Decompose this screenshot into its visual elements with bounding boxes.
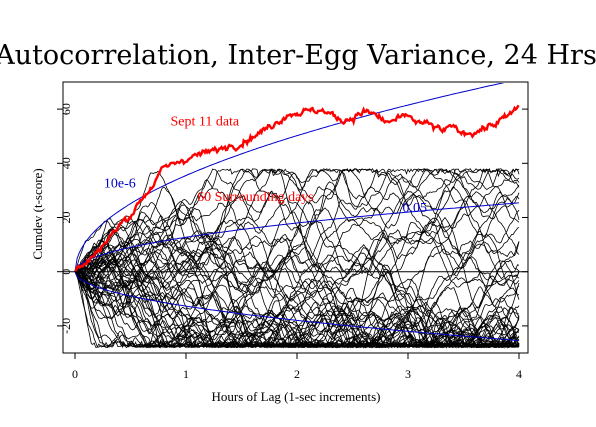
- surrounding-day-trace: [74, 168, 520, 273]
- surrounding-day-trace: [74, 235, 520, 349]
- surrounding-day-trace: [74, 168, 520, 273]
- annotations: Sept 11 data 60 Surrounding days 10e-6 0.05: [104, 114, 427, 216]
- surrounding-day-trace: [74, 168, 520, 292]
- y-tick-label: 60: [59, 103, 73, 115]
- surrounding-day-trace: [74, 167, 520, 317]
- axis-ticks: 0 1 2 3 4 -20 0 20 40 60: [57, 103, 528, 381]
- surrounding-day-trace: [74, 241, 520, 349]
- surrounding-day-trace: [74, 262, 520, 349]
- surrounding-day-trace: [74, 168, 520, 275]
- y-axis-label: Cumdev (t-score): [30, 168, 45, 259]
- surrounding-day-trace: [74, 168, 520, 348]
- plot-area: [74, 83, 520, 350]
- x-tick-label: 3: [405, 367, 411, 381]
- surrounding-day-trace: [74, 228, 520, 349]
- surrounding-day-trace: [74, 214, 520, 349]
- x-axis-label: Hours of Lag (1-sec increments): [212, 389, 381, 404]
- surrounding-day-trace: [74, 186, 520, 301]
- surrounding-day-trace: [74, 168, 520, 277]
- y-tick-label: 20: [59, 212, 73, 224]
- y-tick-label: 40: [59, 157, 73, 169]
- x-tick-label: 2: [294, 367, 300, 381]
- surrounding-day-trace: [74, 190, 520, 309]
- sept11-trace: [74, 104, 520, 273]
- annotation-label: 60 Surrounding days: [197, 190, 314, 205]
- surrounding-day-trace: [74, 181, 520, 298]
- surrounding-day-trace: [74, 222, 520, 333]
- y-tick-label: 0: [59, 269, 73, 275]
- annotation-label: 10e-6: [104, 177, 136, 192]
- annotation-label: Sept 11 data: [170, 114, 239, 129]
- surrounding-day-trace: [74, 270, 520, 349]
- chart-title: Autocorrelation, Inter-Egg Variance, 24 …: [0, 40, 596, 71]
- surrounding-day-trace: [74, 271, 520, 349]
- envelope-curve: [74, 271, 520, 341]
- x-tick-label: 0: [72, 367, 78, 381]
- surrounding-day-trace: [74, 168, 520, 349]
- x-tick-label: 4: [516, 367, 522, 381]
- surrounding-day-trace: [74, 168, 520, 348]
- surrounding-day-trace: [74, 260, 520, 349]
- envelope-curve: [74, 202, 520, 272]
- x-tick-label: 1: [183, 367, 189, 381]
- surrounding-day-trace: [74, 204, 520, 347]
- y-tick-label: -20: [59, 318, 73, 334]
- surrounding-day-trace: [74, 190, 520, 348]
- surrounding-day-trace: [74, 215, 520, 349]
- annotation-label: 0.05: [402, 201, 427, 216]
- surrounding-day-trace: [74, 170, 520, 275]
